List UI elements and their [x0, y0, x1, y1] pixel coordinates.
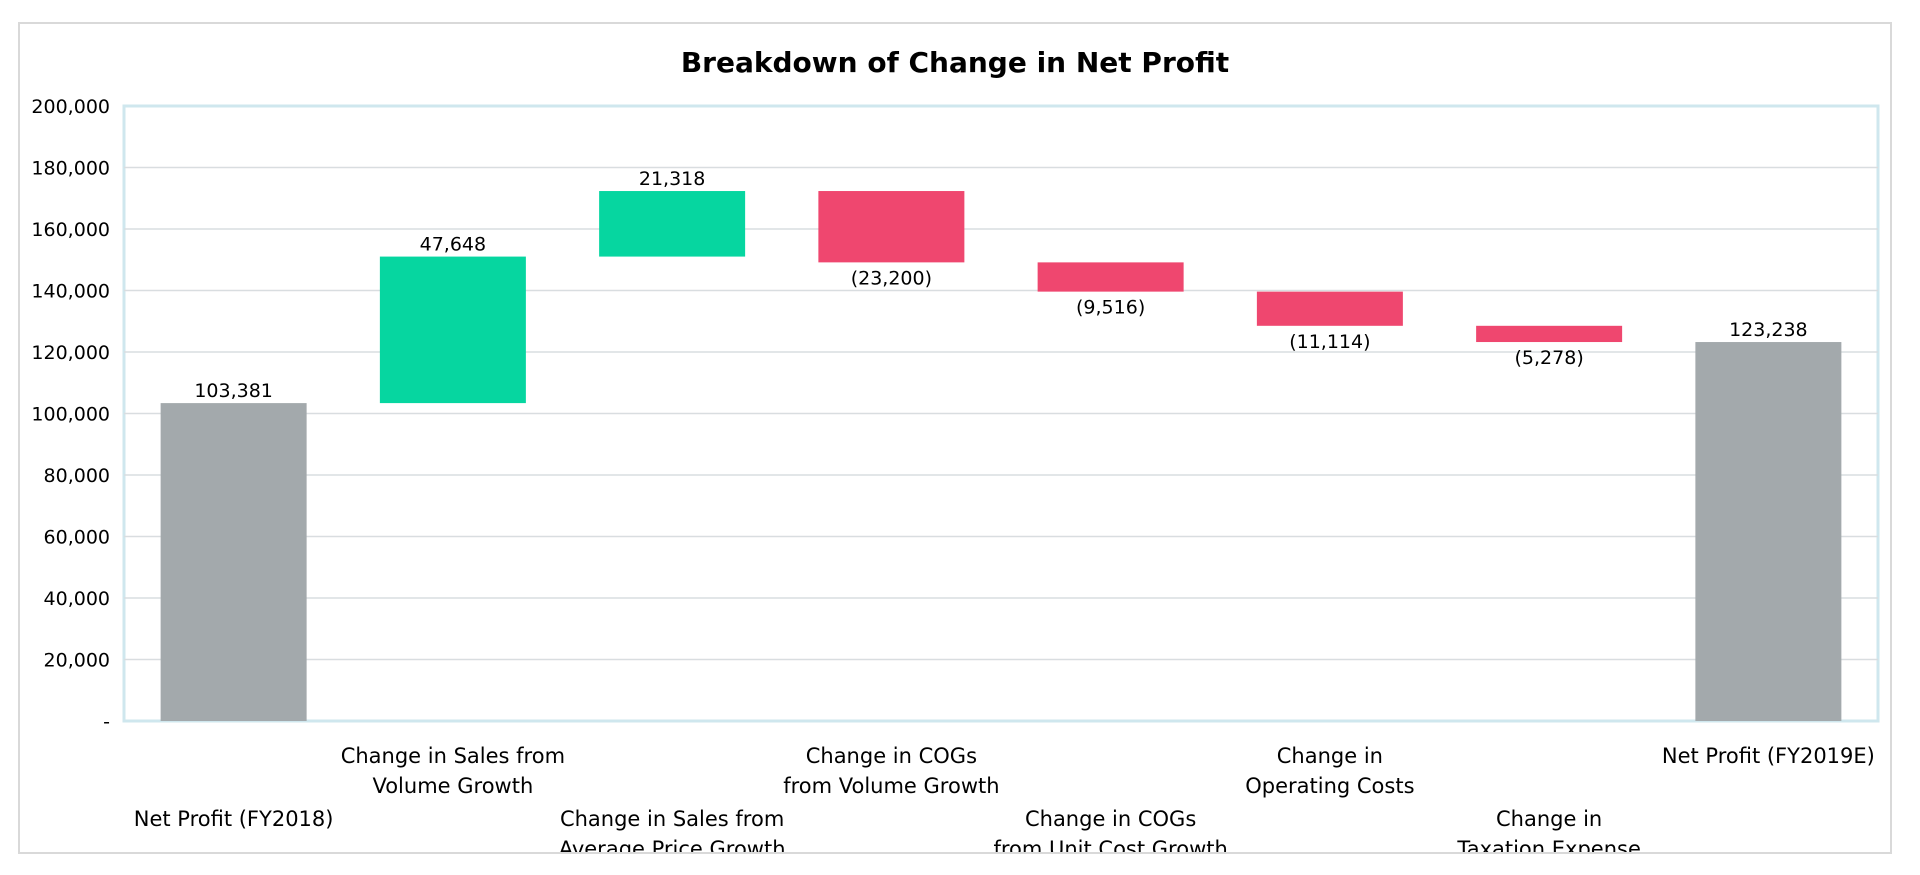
y-tick-label: 20,000	[44, 650, 110, 672]
gridlines	[122, 104, 1880, 723]
category-label: Change in	[1496, 807, 1602, 831]
category-label: Change in Sales from	[560, 807, 784, 831]
data-label: (5,278)	[1515, 347, 1584, 369]
y-tick-label: 60,000	[44, 527, 110, 549]
category-label: Volume Growth	[372, 774, 533, 798]
bar-2	[379, 256, 526, 404]
data-labels: 103,381 47,648 21,318 (23,200) (9,516) (11,11…	[194, 168, 1807, 402]
y-tick-label: -	[103, 711, 110, 733]
bar-6	[1256, 291, 1403, 326]
category-label: Net Profit (FY2018)	[134, 807, 334, 831]
chart-frame: Breakdown of Change in Net Profit - 20,00…	[18, 22, 1892, 854]
data-label: 123,238	[1729, 319, 1808, 341]
category-label: Change in	[1277, 744, 1383, 768]
bar-3	[599, 191, 746, 257]
y-tick-label: 40,000	[44, 588, 110, 610]
category-label: Change in Sales from	[341, 744, 565, 768]
category-label: Operating Costs	[1245, 774, 1414, 798]
category-label: from Unit Cost Growth	[993, 837, 1227, 852]
category-label: Net Profit (FY2019E)	[1662, 744, 1875, 768]
y-axis-ticks: - 20,000 40,000 60,000 80,000 100,000 120,000 1…	[31, 96, 110, 733]
bars	[160, 191, 1842, 721]
category-label: from Volume Growth	[783, 774, 999, 798]
y-tick-label: 100,000	[31, 404, 110, 426]
data-label: (9,516)	[1076, 297, 1145, 319]
bar-1	[160, 403, 307, 721]
category-label: Change in COGs	[1025, 807, 1196, 831]
category-label: Taxation Expense	[1456, 837, 1641, 852]
bar-4	[818, 191, 965, 263]
y-tick-label: 120,000	[31, 342, 110, 364]
data-label: 47,648	[420, 234, 486, 256]
bar-5	[1037, 262, 1184, 292]
y-tick-label: 180,000	[31, 158, 110, 180]
y-tick-label: 160,000	[31, 219, 110, 241]
y-tick-label: 200,000	[31, 96, 110, 118]
y-tick-label: 140,000	[31, 281, 110, 303]
category-label: Change in COGs	[806, 744, 977, 768]
data-label: 21,318	[639, 168, 705, 190]
y-tick-label: 80,000	[44, 465, 110, 487]
data-label: 103,381	[194, 380, 273, 402]
chart-title: Breakdown of Change in Net Profit	[681, 46, 1229, 79]
data-label: (11,114)	[1289, 331, 1370, 353]
category-label: Average Price Growth	[559, 837, 786, 852]
bar-8	[1695, 342, 1842, 721]
data-label: (23,200)	[851, 267, 932, 289]
bar-7	[1476, 325, 1623, 343]
waterfall-chart: Breakdown of Change in Net Profit - 20,00…	[31, 46, 1880, 852]
category-labels: Net Profit (FY2018) Change in Sales from V…	[134, 744, 1875, 852]
